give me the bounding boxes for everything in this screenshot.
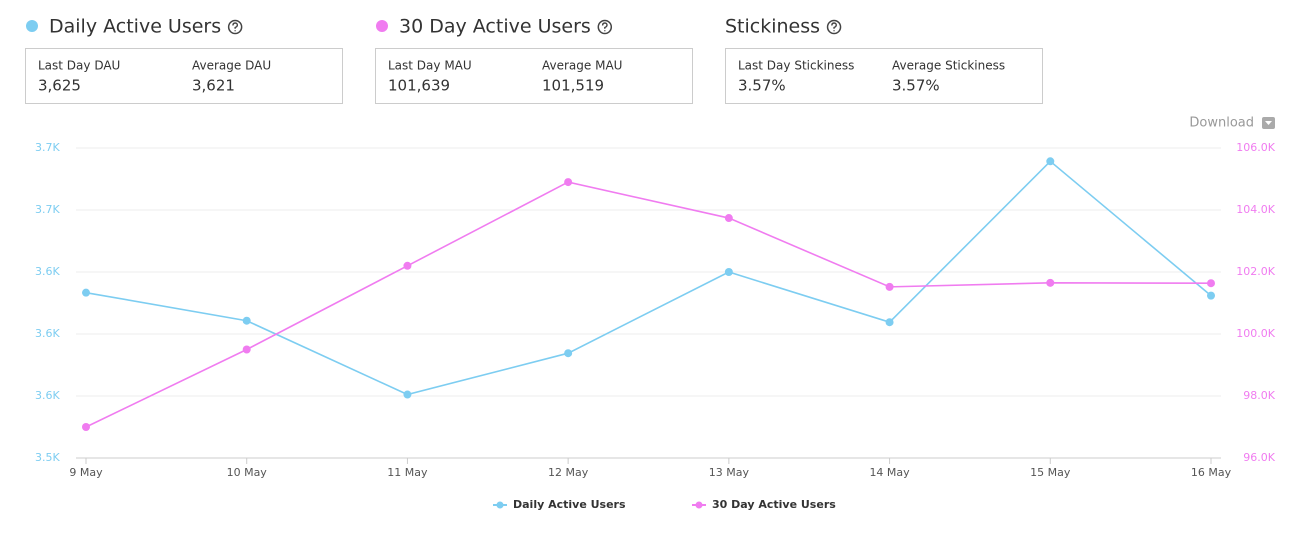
data-point (564, 349, 573, 358)
help-icon-mark (831, 22, 837, 32)
y-tick-label: 3.6K (35, 327, 60, 340)
help-icon-mark (601, 22, 608, 32)
help-icon (227, 19, 243, 35)
legend-marker (496, 501, 504, 509)
y2-tick-label: 106.0K (1236, 141, 1275, 154)
stat-value: 3.57% (738, 77, 786, 95)
stat-label: Last Day MAU (388, 59, 472, 73)
y2-tick-label: 98.0K (1243, 389, 1275, 402)
y2-tick-label: 100.0K (1236, 327, 1275, 340)
data-point (885, 282, 894, 291)
download-button[interactable]: Download (1189, 116, 1275, 131)
panel-box (725, 48, 1043, 104)
data-point (242, 316, 251, 325)
data-point (82, 423, 90, 431)
panel-title: 30 Day Active Users (399, 16, 591, 38)
y2-tick-label: 104.0K (1236, 203, 1275, 216)
panel-dot (376, 20, 388, 32)
data-point (1207, 279, 1215, 288)
x-tick-label: 11 May (387, 466, 428, 479)
stat-label: Last Day Stickiness (738, 59, 854, 73)
stat-label: Average DAU (192, 59, 271, 73)
y2-tick-label: 102.0K (1236, 265, 1275, 278)
legend-marker (695, 501, 703, 509)
legend-item[interactable]: 30 Day Active Users (692, 498, 836, 511)
stat-value: 101,519 (542, 77, 604, 95)
panel-box (375, 48, 693, 104)
x-tick-label: 12 May (548, 466, 589, 479)
stat-label: Average Stickiness (892, 59, 1005, 73)
stat-label: Last Day DAU (38, 59, 120, 73)
x-tick-label: 14 May (869, 466, 910, 479)
help-icon-mark (232, 22, 239, 32)
download-arrow (1265, 121, 1272, 125)
data-point (564, 178, 573, 187)
panel-title: Daily Active Users (49, 16, 221, 38)
x-tick-label: 15 May (1030, 466, 1071, 479)
panel-dot (26, 20, 38, 32)
stat-value: 3,625 (38, 77, 81, 95)
series-line (85, 160, 1212, 396)
y-tick-label: 3.7K (35, 141, 60, 154)
y-tick-label: 3.6K (35, 389, 60, 402)
data-point (242, 345, 251, 354)
data-point (724, 214, 733, 223)
legend-item[interactable]: Daily Active Users (493, 498, 626, 511)
data-point (724, 268, 733, 276)
panel-box (25, 48, 343, 104)
data-point (403, 261, 412, 270)
help-icon (826, 19, 842, 35)
data-point (82, 288, 90, 297)
stat-value: 3,621 (192, 77, 235, 95)
stat-label: Average MAU (542, 59, 622, 73)
data-point (885, 318, 894, 327)
x-tick-label: 10 May (227, 466, 268, 479)
data-point (1046, 278, 1055, 287)
download-label[interactable]: Download (1189, 116, 1254, 131)
data-point (403, 390, 412, 399)
stat-value: 101,639 (388, 77, 450, 95)
legend-label[interactable]: Daily Active Users (513, 498, 626, 511)
y2-tick-label: 96.0K (1243, 451, 1275, 464)
x-tick-label: 9 May (69, 466, 103, 479)
data-point (1207, 291, 1215, 300)
series-line (85, 181, 1212, 428)
y-tick-label: 3.7K (35, 203, 60, 216)
legend-label[interactable]: 30 Day Active Users (712, 498, 836, 511)
x-tick-label: 16 May (1191, 466, 1232, 479)
x-tick-label: 13 May (709, 466, 750, 479)
stat-value: 3.57% (892, 77, 940, 95)
data-point (1046, 157, 1055, 166)
panel-title: Stickiness (725, 16, 820, 38)
y-tick-label: 3.6K (35, 265, 60, 278)
y-tick-label: 3.5K (35, 451, 60, 464)
help-icon (597, 19, 613, 35)
